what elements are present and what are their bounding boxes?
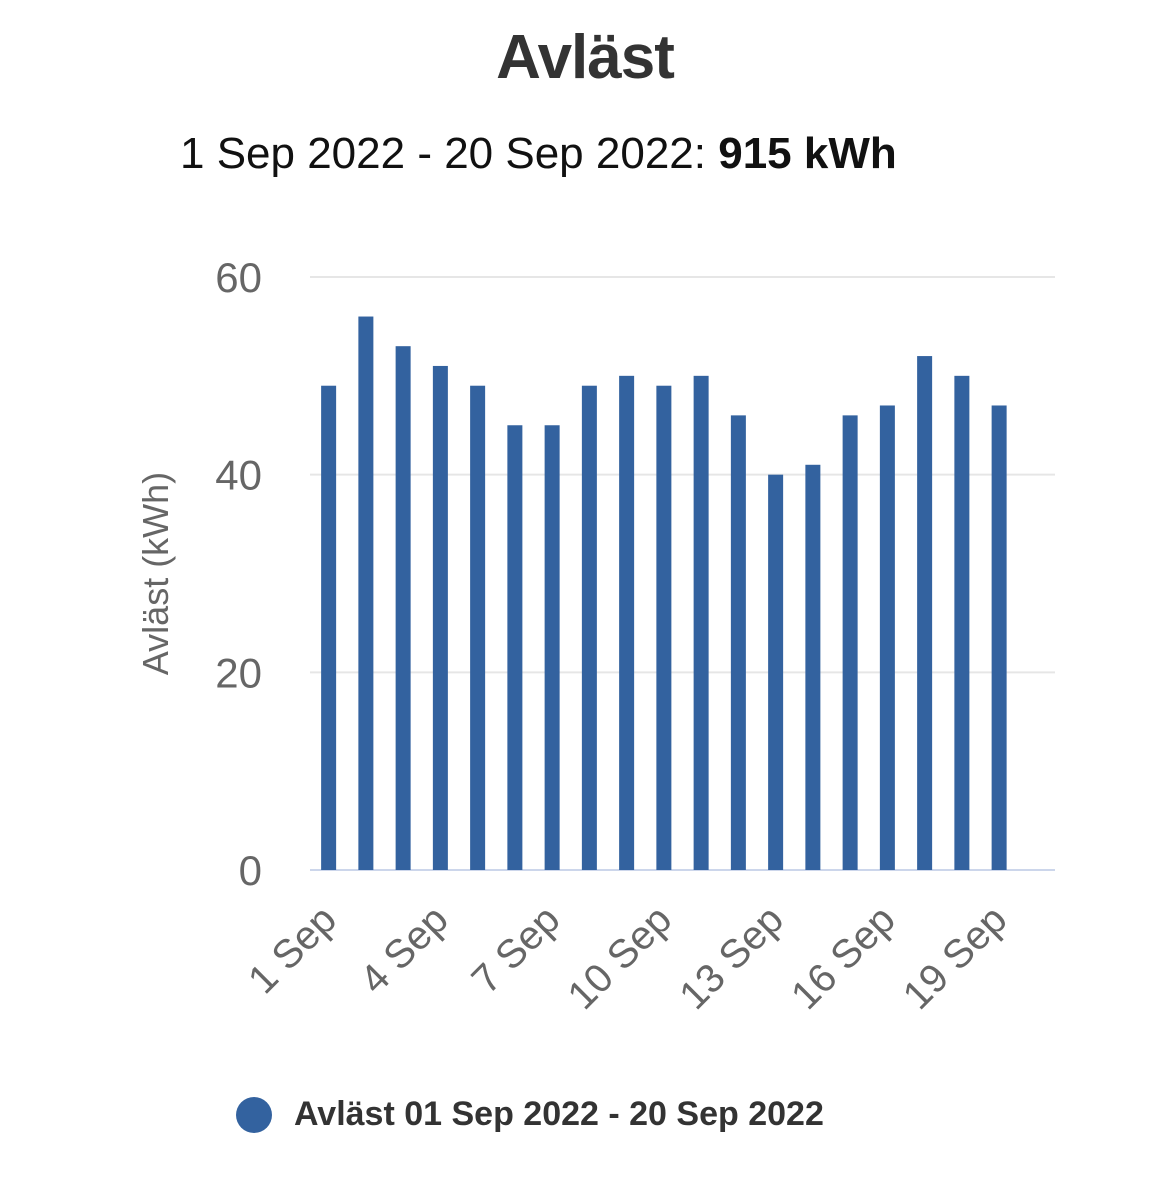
bar: [432, 365, 448, 870]
legend-item[interactable]: Avläst 01 Sep 2022 - 20 Sep 2022: [236, 1095, 824, 1134]
x-tick-label: 19 Sep: [895, 897, 1016, 1018]
bar: [917, 356, 933, 871]
y-tick-label: 0: [239, 847, 262, 894]
x-tick-label: 16 Sep: [783, 897, 904, 1018]
chart-subtitle: 1 Sep 2022 - 20 Sep 2022: 915 kWh: [180, 125, 940, 183]
chart-title: Avläst: [496, 23, 675, 92]
bar: [693, 375, 709, 870]
bar: [507, 425, 523, 870]
bar: [395, 346, 411, 870]
bar: [544, 425, 560, 870]
x-tick-label: 1 Sep: [240, 897, 345, 1002]
bar: [879, 405, 895, 870]
x-tick-label: 13 Sep: [671, 897, 792, 1018]
y-tick-label: 60: [215, 254, 262, 301]
bar: [321, 385, 337, 870]
y-tick-label: 20: [215, 649, 262, 696]
bar: [470, 385, 486, 870]
date-range: 1 Sep 2022 - 20 Sep 2022:: [180, 129, 706, 178]
x-tick-label: 10 Sep: [559, 897, 680, 1018]
total-value: 915: [718, 129, 792, 178]
bar: [581, 385, 597, 870]
y-tick-label: 40: [215, 452, 262, 499]
legend-label: Avläst 01 Sep 2022 - 20 Sep 2022: [294, 1095, 824, 1133]
bar: [768, 474, 784, 870]
bar: [656, 385, 672, 870]
total-unit: kWh: [803, 129, 897, 178]
y-axis-title: Avläst (kWh): [135, 472, 176, 675]
bar: [954, 375, 970, 870]
bar: [991, 405, 1007, 870]
bar: [730, 415, 746, 870]
bar: [805, 464, 821, 870]
x-tick-label: 7 Sep: [463, 897, 568, 1002]
bar: [619, 375, 635, 870]
x-tick-label: 4 Sep: [352, 897, 457, 1002]
legend-marker-icon: [236, 1096, 272, 1133]
bar: [358, 316, 374, 870]
bar: [842, 415, 858, 870]
